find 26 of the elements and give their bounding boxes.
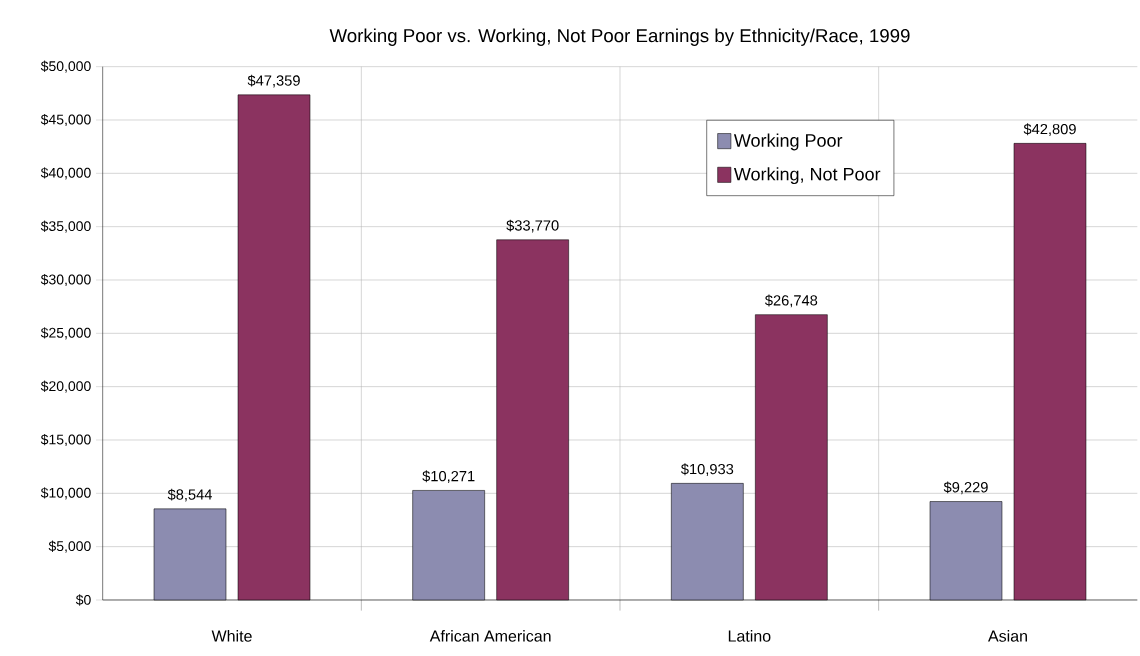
data-label: $42,809 [1023,123,1076,136]
data-label: $10,933 [680,463,734,476]
y-tick-label: $5,000 [48,540,91,553]
data-label: $9,229 [943,481,988,495]
y-tick-label: $40,000 [40,167,91,180]
y-tick-label: $35,000 [40,220,91,233]
y-tick-label: $25,000 [40,327,91,340]
y-tick-label: $45,000 [40,113,91,127]
legend-label: Working, Not Poor [733,167,881,185]
y-tick-label: $0 [75,594,91,606]
y-tick-label: $15,000 [40,433,91,447]
y-tick-label: $50,000 [40,60,91,73]
x-tick-label: White [211,630,252,642]
data-label: $10,271 [422,470,475,484]
x-tick-label: Asian [988,630,1027,642]
x-tick-label: Latino [728,630,771,642]
chart-title: Working Poor vs. Working, Not Poor Earnings by Ethnicity/Race, 1999 [329,28,910,46]
data-label: $8,544 [167,488,212,502]
y-tick-label: $20,000 [40,380,91,393]
data-label: $26,748 [764,294,818,308]
data-label: $33,770 [506,219,559,233]
x-tick-label: African American [429,630,551,642]
legend-label: Working Poor [733,133,843,151]
y-tick-label: $30,000 [40,273,91,287]
y-tick-label: $10,000 [40,487,91,500]
data-label: $47,359 [247,74,300,88]
